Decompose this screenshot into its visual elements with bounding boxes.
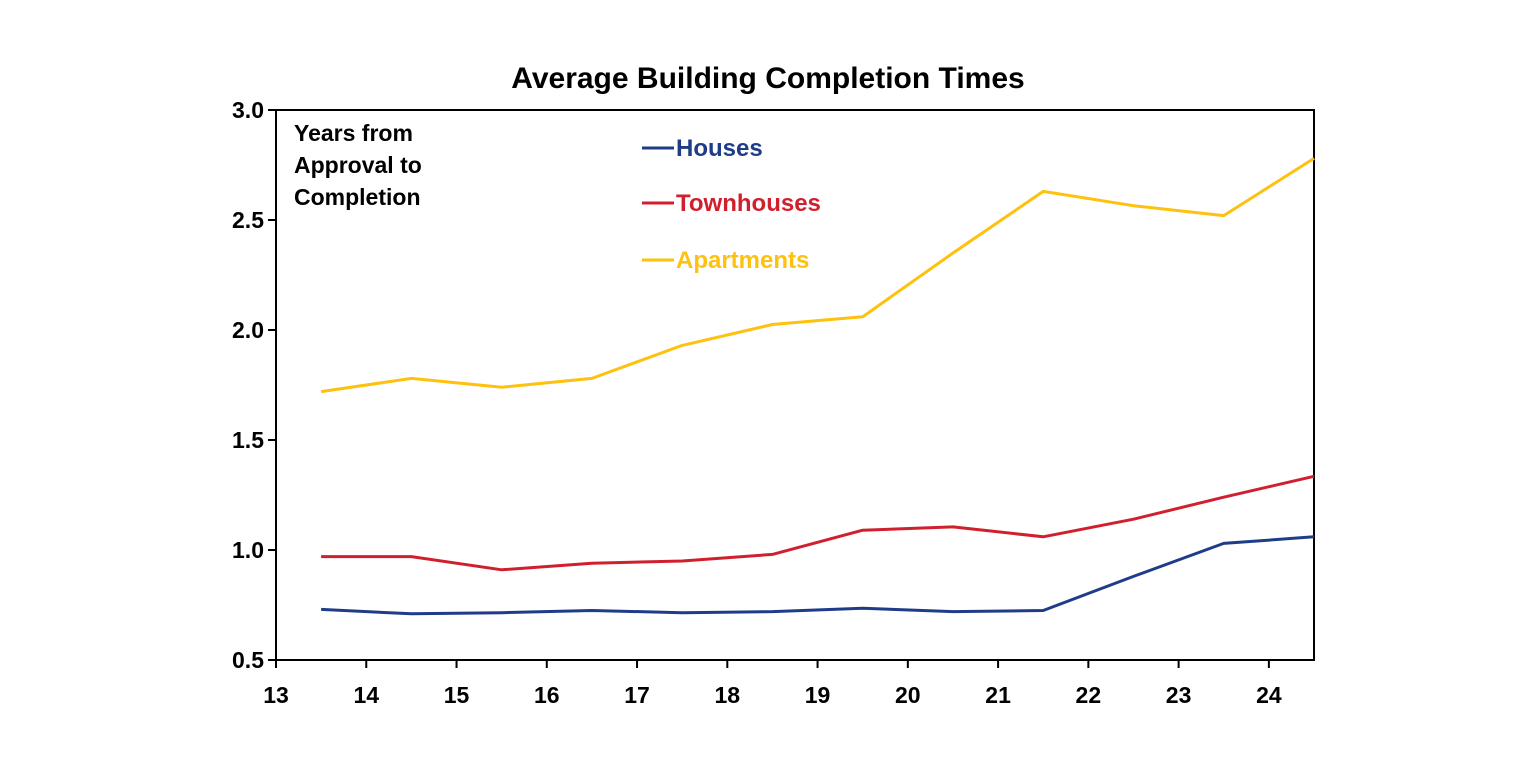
series-line-townhouses bbox=[321, 474, 1315, 572]
series-line-apartments bbox=[320, 157, 1315, 394]
x-tick-label: 22 bbox=[1076, 682, 1102, 708]
x-tick-label: 21 bbox=[985, 682, 1011, 708]
x-tick-label: 19 bbox=[805, 682, 831, 708]
y-tick-label: 2.5 bbox=[232, 207, 264, 233]
y-tick-label: 0.5 bbox=[232, 647, 264, 673]
x-tick-label: 16 bbox=[534, 682, 560, 708]
plot-area-frame bbox=[275, 109, 1315, 661]
axis-note: Years from Approval to Completion bbox=[294, 120, 422, 210]
legend-label-apartments: Apartments bbox=[676, 247, 809, 274]
series-lines bbox=[320, 157, 1315, 616]
x-tick-label: 13 bbox=[263, 682, 289, 708]
x-tick-label: 17 bbox=[624, 682, 650, 708]
x-tick-label: 18 bbox=[715, 682, 741, 708]
y-tick-label: 1.5 bbox=[232, 427, 264, 453]
y-tick-label: 3.0 bbox=[232, 97, 264, 123]
x-tick-label: 14 bbox=[353, 682, 379, 708]
x-axis: 13 14 15 16 17 18 19 20 21 22 23 24 bbox=[263, 660, 1282, 708]
x-tick-label: 15 bbox=[444, 682, 470, 708]
x-tick-label: 23 bbox=[1166, 682, 1192, 708]
axis-note-line-1: Years from bbox=[294, 120, 413, 146]
series-line-houses bbox=[321, 535, 1315, 616]
y-axis: 3.0 2.5 2.0 1.5 1.0 0.5 bbox=[232, 97, 276, 673]
x-tick-label: 20 bbox=[895, 682, 921, 708]
x-tick-label: 24 bbox=[1256, 682, 1282, 708]
y-tick-label: 2.0 bbox=[232, 317, 264, 343]
legend: Houses Townhouses Apartments bbox=[642, 135, 821, 274]
legend-label-townhouses: Townhouses bbox=[676, 190, 821, 217]
axis-note-line-3: Completion bbox=[294, 184, 421, 210]
legend-label-houses: Houses bbox=[676, 135, 763, 162]
chart-title: Average Building Completion Times bbox=[511, 62, 1024, 95]
axis-note-line-2: Approval to bbox=[294, 152, 422, 178]
y-tick-label: 1.0 bbox=[232, 537, 264, 563]
